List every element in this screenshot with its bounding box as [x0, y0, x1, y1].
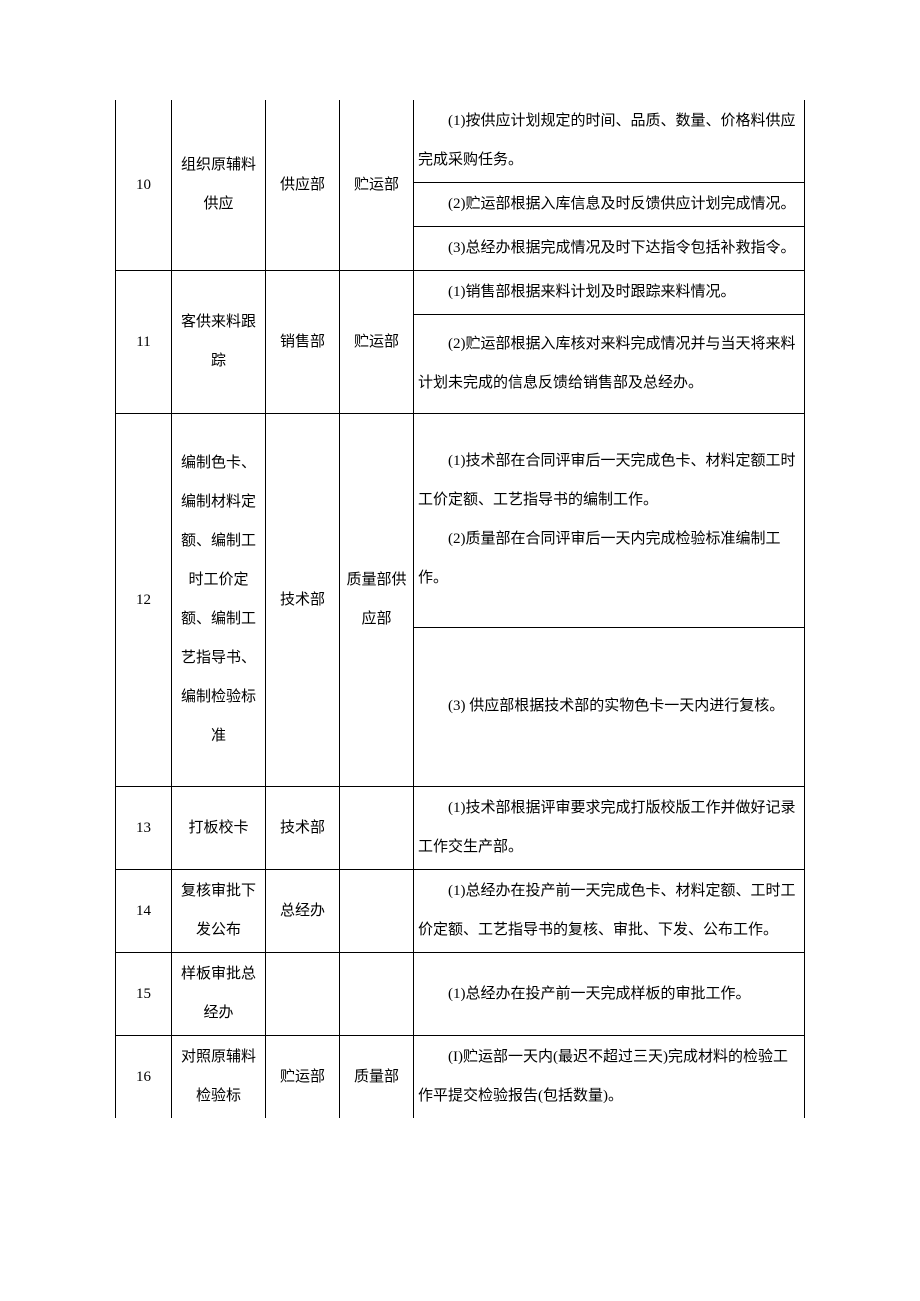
- cell-dept1: [266, 953, 340, 1036]
- cell-desc: (1)按供应计划规定的时间、品质、数量、价格料供应完成采购任务。: [414, 100, 805, 183]
- cell-dept2: 质量部供应部: [340, 414, 414, 787]
- cell-desc: (I)贮运部一天内(最迟不超过三天)完成材料的检验工作平提交检验报告(包括数量)…: [414, 1036, 805, 1119]
- cell-dept2: [340, 870, 414, 953]
- cell-task: 编制色卡、编制材料定额、编制工时工价定额、编制工艺指导书、编制检验标准: [172, 414, 266, 787]
- desc-text: (1)技术部根据评审要求完成打版校版工作并做好记录工作交生产部。: [418, 789, 800, 867]
- cell-desc: (1)总经办在投产前一天完成色卡、材料定额、工时工价定额、工艺指导书的复核、审批…: [414, 870, 805, 953]
- desc-text: (1)技术部在合同评审后一天完成色卡、材料定额工时工价定额、工艺指导书的编制工作…: [418, 442, 800, 520]
- desc-text: (3)总经办根据完成情况及时下达指令包括补救指令。: [418, 229, 800, 268]
- table-row: 10 组织原辅料供应 供应部 贮运部 (1)按供应计划规定的时间、品质、数量、价…: [116, 100, 805, 183]
- cell-idx: 12: [116, 414, 172, 787]
- cell-dept2: 质量部: [340, 1036, 414, 1119]
- cell-desc: (3) 供应部根据技术部的实物色卡一天内进行复核。: [414, 627, 805, 786]
- cell-desc: (1)技术部根据评审要求完成打版校版工作并做好记录工作交生产部。: [414, 787, 805, 870]
- cell-idx: 11: [116, 271, 172, 414]
- cell-idx: 13: [116, 787, 172, 870]
- table-row: 14 复核审批下发公布 总经办 (1)总经办在投产前一天完成色卡、材料定额、工时…: [116, 870, 805, 953]
- cell-dept1: 技术部: [266, 787, 340, 870]
- cell-dept1: 贮运部: [266, 1036, 340, 1119]
- desc-text: (1)总经办在投产前一天完成色卡、材料定额、工时工价定额、工艺指导书的复核、审批…: [418, 872, 800, 950]
- desc-text: (2)贮运部根据入库核对来料完成情况并与当天将来料计划未完成的信息反馈给销售部及…: [418, 325, 800, 403]
- cell-dept1: 供应部: [266, 100, 340, 271]
- desc-text: (3) 供应部根据技术部的实物色卡一天内进行复核。: [418, 687, 800, 726]
- cell-task: 打板校卡: [172, 787, 266, 870]
- document-page: 10 组织原辅料供应 供应部 贮运部 (1)按供应计划规定的时间、品质、数量、价…: [0, 0, 920, 1178]
- cell-task: 样板审批总经办: [172, 953, 266, 1036]
- cell-desc: (1)销售部根据来料计划及时跟踪来料情况。: [414, 271, 805, 315]
- cell-idx: 14: [116, 870, 172, 953]
- cell-idx: 10: [116, 100, 172, 271]
- cell-desc: (1)技术部在合同评审后一天完成色卡、材料定额工时工价定额、工艺指导书的编制工作…: [414, 414, 805, 628]
- table-row: 15 样板审批总经办 (1)总经办在投产前一天完成样板的审批工作。: [116, 953, 805, 1036]
- cell-dept2: 贮运部: [340, 100, 414, 271]
- cell-desc: (2)贮运部根据入库核对来料完成情况并与当天将来料计划未完成的信息反馈给销售部及…: [414, 315, 805, 414]
- cell-dept2: [340, 787, 414, 870]
- cell-desc: (2)贮运部根据入库信息及时反馈供应计划完成情况。: [414, 183, 805, 227]
- cell-idx: 15: [116, 953, 172, 1036]
- cell-dept1: 总经办: [266, 870, 340, 953]
- table-row: 11 客供来料跟踪 销售部 贮运部 (1)销售部根据来料计划及时跟踪来料情况。: [116, 271, 805, 315]
- cell-dept1: 技术部: [266, 414, 340, 787]
- cell-dept2: 贮运部: [340, 271, 414, 414]
- desc-text: (2)贮运部根据入库信息及时反馈供应计划完成情况。: [418, 185, 800, 224]
- cell-idx: 16: [116, 1036, 172, 1119]
- table-row: 13 打板校卡 技术部 (1)技术部根据评审要求完成打版校版工作并做好记录工作交…: [116, 787, 805, 870]
- cell-task: 组织原辅料供应: [172, 100, 266, 271]
- cell-desc: (3)总经办根据完成情况及时下达指令包括补救指令。: [414, 227, 805, 271]
- cell-task: 复核审批下发公布: [172, 870, 266, 953]
- desc-text: (1)按供应计划规定的时间、品质、数量、价格料供应完成采购任务。: [418, 102, 800, 180]
- desc-text: (1)销售部根据来料计划及时跟踪来料情况。: [418, 273, 800, 312]
- process-table: 10 组织原辅料供应 供应部 贮运部 (1)按供应计划规定的时间、品质、数量、价…: [115, 100, 805, 1118]
- desc-text: (1)总经办在投产前一天完成样板的审批工作。: [418, 975, 800, 1014]
- table-row: 12 编制色卡、编制材料定额、编制工时工价定额、编制工艺指导书、编制检验标准 技…: [116, 414, 805, 628]
- desc-text: (2)质量部在合同评审后一天内完成检验标准编制工作。: [418, 520, 800, 598]
- desc-text: (I)贮运部一天内(最迟不超过三天)完成材料的检验工作平提交检验报告(包括数量)…: [418, 1038, 800, 1116]
- cell-desc: (1)总经办在投产前一天完成样板的审批工作。: [414, 953, 805, 1036]
- cell-dept2: [340, 953, 414, 1036]
- cell-task: 客供来料跟踪: [172, 271, 266, 414]
- cell-dept1: 销售部: [266, 271, 340, 414]
- table-row: 16 对照原辅料检验标 贮运部 质量部 (I)贮运部一天内(最迟不超过三天)完成…: [116, 1036, 805, 1119]
- cell-task: 对照原辅料检验标: [172, 1036, 266, 1119]
